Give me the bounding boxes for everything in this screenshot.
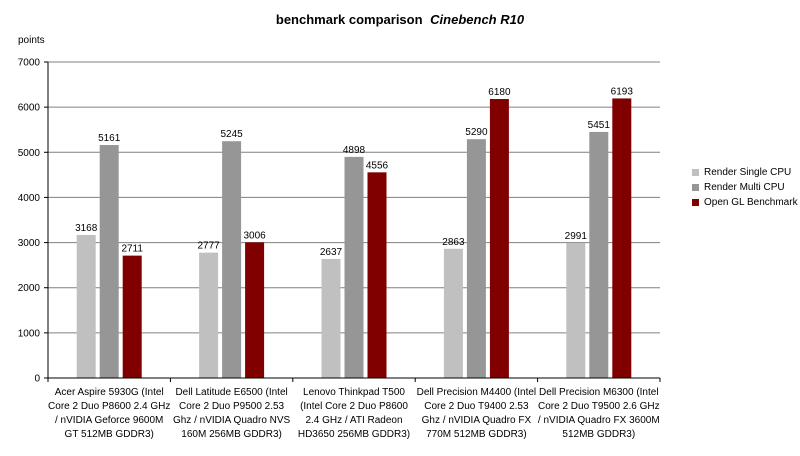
bar <box>99 145 119 378</box>
y-tick-label: 3000 <box>18 238 41 249</box>
legend-swatch <box>692 199 699 206</box>
legend-item-render-multi: Render Multi CPU <box>692 180 798 195</box>
data-label: 2637 <box>320 247 343 258</box>
x-tick-label: 2.4 GHz / ATI Radeon <box>305 415 402 426</box>
legend-item-opengl: Open GL Benchmark <box>692 195 798 210</box>
chart-title: benchmark comparison Cinebench R10 <box>276 12 525 27</box>
x-tick-label: (Intel Core 2 Duo P8600 <box>300 401 408 412</box>
data-label: 6180 <box>488 87 511 98</box>
data-label: 2863 <box>442 237 465 248</box>
legend-swatch <box>692 169 699 176</box>
y-tick-label: 1000 <box>18 328 41 339</box>
bar <box>344 156 364 378</box>
bar <box>466 139 486 378</box>
x-tick-label: Dell Precision M4400 (Intel <box>417 387 537 398</box>
x-tick-label: HD3650 256MB GDDR3) <box>298 429 410 440</box>
data-label: 4556 <box>366 160 389 171</box>
y-tick-label: 0 <box>34 374 40 385</box>
y-tick-label: 5000 <box>18 148 41 159</box>
bar <box>612 98 632 378</box>
x-tick-label: GT 512MB GDDR3) <box>65 429 154 440</box>
data-label: 5245 <box>220 129 243 140</box>
y-tick-label: 7000 <box>18 58 41 69</box>
legend: Render Single CPU Render Multi CPU Open … <box>692 165 798 210</box>
x-tick-label: Core 2 Duo T9400 2.53 <box>424 401 529 412</box>
x-axis-labels: Acer Aspire 5930G (Intel Core 2 Duo P8600… <box>48 387 660 440</box>
x-tick-label: Core 2 Duo P9500 2.53 <box>179 401 285 412</box>
bar <box>566 242 586 378</box>
legend-label: Open GL Benchmark <box>704 197 798 208</box>
y-tick-label: 2000 <box>18 283 41 294</box>
x-tick-label: Ghz / nVIDIA Quadro FX <box>422 415 532 426</box>
data-label: 2991 <box>565 231 588 242</box>
bar <box>589 131 609 378</box>
x-tick-label: Dell Latitude E6500 (Intel <box>175 387 287 398</box>
data-label: 3168 <box>75 223 98 234</box>
bar <box>245 242 265 378</box>
data-label: 5161 <box>98 133 121 144</box>
bar <box>76 234 96 378</box>
x-tick-label: / nVIDIA Quadro FX 3600M <box>538 415 660 426</box>
data-label: 6193 <box>611 86 634 97</box>
data-label: 5451 <box>588 120 611 131</box>
axes <box>47 62 661 382</box>
legend-item-render-single: Render Single CPU <box>692 165 798 180</box>
y-axis-label: points <box>18 35 45 46</box>
x-tick-label: Acer Aspire 5930G (Intel <box>55 387 164 398</box>
bar <box>199 252 219 378</box>
data-label: 2777 <box>197 241 220 252</box>
x-tick-label: 512MB GDDR3) <box>562 429 635 440</box>
y-tick-label: 4000 <box>18 193 41 204</box>
x-tick-label: Dell Precision M6300 (Intel <box>539 387 659 398</box>
x-tick-label: Ghz / nVIDIA Quadro NVS <box>173 415 291 426</box>
legend-swatch <box>692 184 699 191</box>
x-tick-label: Lenovo Thinkpad T500 <box>303 387 405 398</box>
bar <box>122 255 142 378</box>
bar <box>321 258 341 378</box>
legend-label: Render Multi CPU <box>704 182 785 193</box>
x-tick-label: Core 2 Duo T9500 2.6 GHz <box>538 401 660 412</box>
bar <box>489 99 509 378</box>
y-tick-label: 6000 <box>18 103 41 114</box>
x-tick-label: 770M 512MB GDDR3) <box>426 429 527 440</box>
data-label: 3006 <box>243 230 266 241</box>
bar <box>222 141 242 378</box>
data-label: 5290 <box>465 127 488 138</box>
x-tick-label: / nVIDIA Geforce 9600M <box>55 415 163 426</box>
data-label: 4898 <box>343 145 366 156</box>
legend-label: Render Single CPU <box>704 167 792 178</box>
y-axis-ticks: 0 1000 2000 3000 4000 5000 6000 7000 <box>18 58 48 385</box>
bar <box>443 248 463 378</box>
data-label: 2711 <box>121 244 143 255</box>
bar <box>367 172 387 378</box>
x-tick-label: 160M 256MB GDDR3) <box>181 429 282 440</box>
bars <box>76 98 632 378</box>
x-tick-label: Core 2 Duo P8600 2.4 GHz <box>48 401 170 412</box>
